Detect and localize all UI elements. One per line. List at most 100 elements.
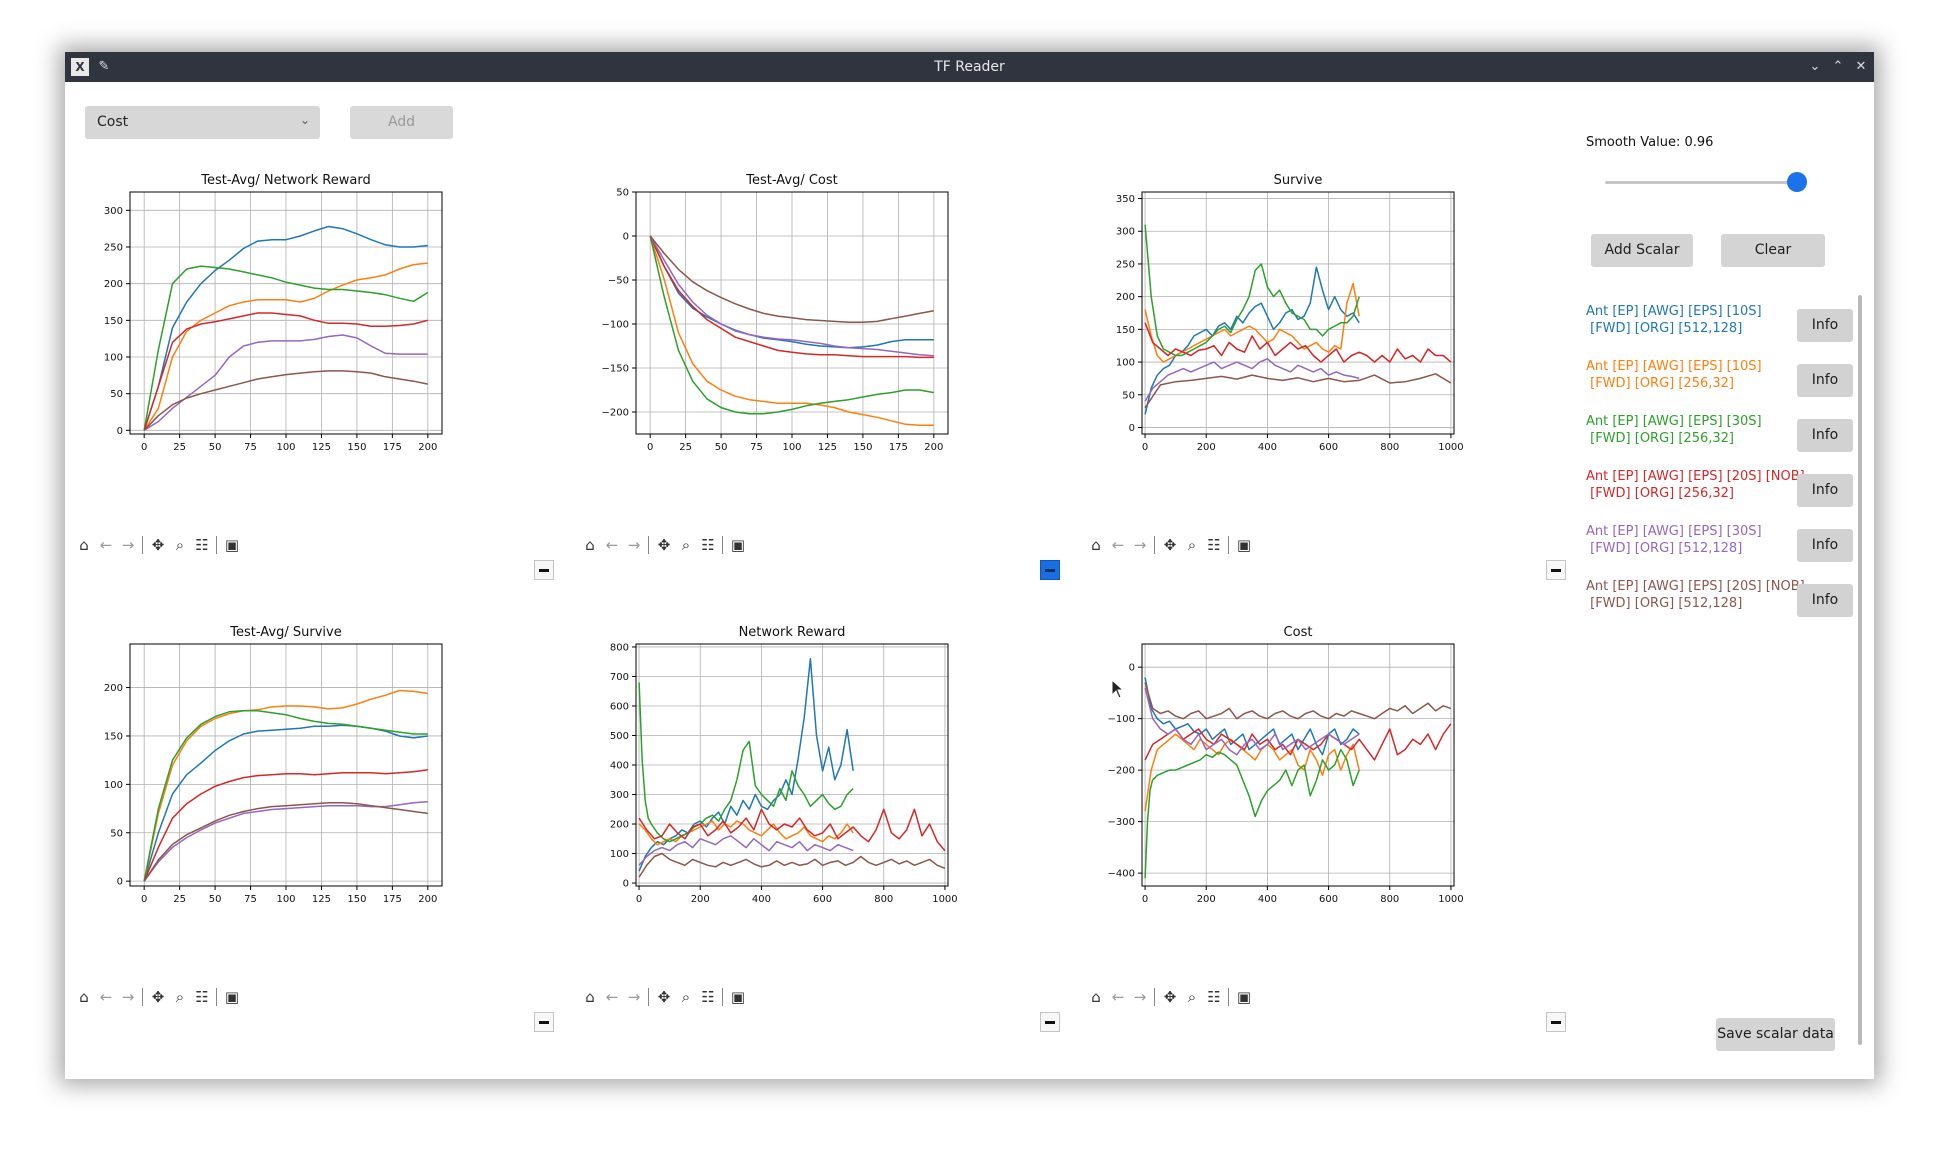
home-icon[interactable]: ⌂ xyxy=(1091,988,1101,1006)
zoom-icon[interactable]: ⌕ xyxy=(681,988,691,1006)
window-title: TF Reader xyxy=(934,59,1005,75)
pan-icon[interactable]: ✥ xyxy=(657,536,671,554)
collapse-plot-4-button[interactable] xyxy=(534,1012,554,1032)
series-line-6 xyxy=(1144,682,1452,720)
x-tick-label: 600 xyxy=(813,894,832,905)
add-button[interactable]: Add xyxy=(350,106,453,139)
save-figure-icon[interactable]: ▣ xyxy=(730,988,746,1006)
y-tick-label: 100 xyxy=(104,780,123,791)
pan-icon[interactable]: ✥ xyxy=(657,988,671,1006)
zoom-icon[interactable]: ⌕ xyxy=(681,536,691,554)
smooth-slider-track[interactable] xyxy=(1605,181,1807,184)
collapse-plot-6-button[interactable] xyxy=(1546,1012,1566,1032)
close-icon[interactable]: ✕ xyxy=(1855,59,1867,74)
series-line-4 xyxy=(143,312,428,431)
forward-icon[interactable]: → xyxy=(121,988,135,1006)
home-icon[interactable]: ⌂ xyxy=(585,988,595,1006)
y-tick-label: −50 xyxy=(608,276,629,287)
info-button-6[interactable]: Info xyxy=(1797,584,1853,617)
y-tick-label: 300 xyxy=(610,790,629,801)
save-scalar-data-button[interactable]: Save scalar data xyxy=(1716,1018,1835,1051)
subplots-icon[interactable]: ☷ xyxy=(195,988,209,1006)
x-tick-label: 125 xyxy=(312,442,331,453)
back-icon[interactable]: ← xyxy=(1111,536,1125,554)
y-tick-label: 600 xyxy=(610,701,629,712)
home-icon[interactable]: ⌂ xyxy=(1091,536,1101,554)
back-icon[interactable]: ← xyxy=(1111,988,1125,1006)
zoom-icon[interactable]: ⌕ xyxy=(175,988,185,1006)
series-line-3 xyxy=(143,265,429,431)
forward-icon[interactable]: → xyxy=(627,988,641,1006)
collapse-plot-2-button[interactable] xyxy=(1040,560,1060,580)
forward-icon[interactable]: → xyxy=(1133,536,1147,554)
zoom-icon[interactable]: ⌕ xyxy=(1187,988,1197,1006)
back-icon[interactable]: ← xyxy=(99,988,113,1006)
forward-icon[interactable]: → xyxy=(627,536,641,554)
subplots-icon[interactable]: ☷ xyxy=(1207,536,1221,554)
save-figure-icon[interactable]: ▣ xyxy=(224,536,240,554)
info-button-5[interactable]: Info xyxy=(1797,529,1853,562)
subplots-icon[interactable]: ☷ xyxy=(1207,988,1221,1006)
pan-icon[interactable]: ✥ xyxy=(1163,536,1177,554)
forward-icon[interactable]: → xyxy=(1133,988,1147,1006)
zoom-icon[interactable]: ⌕ xyxy=(175,536,185,554)
x-tick-label: 175 xyxy=(889,442,908,453)
toolbar-separator xyxy=(216,536,217,554)
info-button-1[interactable]: Info xyxy=(1797,309,1853,342)
home-icon[interactable]: ⌂ xyxy=(79,536,89,554)
back-icon[interactable]: ← xyxy=(99,536,113,554)
chart-cost: Cost 0 200 400 600 800 1000 −400 −300 −200 −100 0 xyxy=(1108,625,1464,905)
back-icon[interactable]: ← xyxy=(605,536,619,554)
run-label-line: [FWD] [ORG] [512,128] xyxy=(1586,596,1743,611)
pan-icon[interactable]: ✥ xyxy=(1163,988,1177,1006)
info-button-3[interactable]: Info xyxy=(1797,419,1853,452)
y-tick-label: 200 xyxy=(104,279,123,290)
y-tick-label: 0 xyxy=(623,232,629,243)
pan-icon[interactable]: ✥ xyxy=(151,988,165,1006)
chart-title: Test-Avg/ Cost xyxy=(745,173,838,188)
y-tick-label: 500 xyxy=(610,731,629,742)
chart-network-reward: Network Reward 0 200 400 600 800 1000 0 100 200 30… xyxy=(610,625,958,905)
pan-icon[interactable]: ✥ xyxy=(151,536,165,554)
collapse-plot-5-button[interactable] xyxy=(1040,1012,1060,1032)
zoom-icon[interactable]: ⌕ xyxy=(1187,536,1197,554)
y-tick-label: 0 xyxy=(1129,663,1135,674)
x-tick-label: 100 xyxy=(782,442,801,453)
y-tick-label: −100 xyxy=(602,320,629,331)
scalar-select[interactable]: Cost ⌄ xyxy=(85,106,320,139)
save-figure-icon[interactable]: ▣ xyxy=(1236,988,1252,1006)
chart-test-avg-cost: Test-Avg/ Cost 0 25 50 75 100 125 150 175 200 −200… xyxy=(602,173,949,453)
x-tick-label: 200 xyxy=(418,442,437,453)
info-button-2[interactable]: Info xyxy=(1797,364,1853,397)
add-scalar-button[interactable]: Add Scalar xyxy=(1591,234,1693,267)
clear-button[interactable]: Clear xyxy=(1721,234,1825,267)
y-tick-label: −200 xyxy=(1108,766,1135,777)
toolbar-separator xyxy=(722,988,723,1006)
subplots-icon[interactable]: ☷ xyxy=(701,988,715,1006)
maximize-icon[interactable]: ⌃ xyxy=(1832,59,1844,74)
collapse-plot-3-button[interactable] xyxy=(1546,560,1566,580)
minimize-icon[interactable]: ⌄ xyxy=(1809,59,1821,74)
subplots-icon[interactable]: ☷ xyxy=(701,536,715,554)
run-list-scrollbar[interactable] xyxy=(1858,295,1862,1045)
save-figure-icon[interactable]: ▣ xyxy=(224,988,240,1006)
run-label-line: Ant [EP] [AWG] [EPS] [10S] xyxy=(1586,304,1762,319)
plot-frame xyxy=(129,191,443,435)
home-icon[interactable]: ⌂ xyxy=(79,988,89,1006)
toolbar-separator xyxy=(1228,988,1229,1006)
collapse-plot-1-button[interactable] xyxy=(534,560,554,580)
back-icon[interactable]: ← xyxy=(605,988,619,1006)
save-figure-icon[interactable]: ▣ xyxy=(1236,536,1252,554)
subplots-icon[interactable]: ☷ xyxy=(195,536,209,554)
save-figure-icon[interactable]: ▣ xyxy=(730,536,746,554)
run-label-4: Ant [EP] [AWG] [EPS] [20S] [NOB] [FWD] [… xyxy=(1586,468,1805,502)
home-icon[interactable]: ⌂ xyxy=(585,536,595,554)
run-label-line: [FWD] [ORG] [512,128] xyxy=(1586,541,1743,556)
pin-icon[interactable]: ✎ xyxy=(98,59,110,74)
x-tick-label: 200 xyxy=(1197,894,1216,905)
app-window: X ✎ TF Reader ⌄ ⌃ ✕ Cost ⌄ Add Test-Avg/… xyxy=(65,52,1874,1079)
chart-survive: Survive 0 200 400 600 800 1000 0 50 100 150 200 250 3… xyxy=(1116,173,1464,453)
forward-icon[interactable]: → xyxy=(121,536,135,554)
smooth-slider-handle[interactable] xyxy=(1787,172,1807,192)
info-button-4[interactable]: Info xyxy=(1797,474,1853,507)
